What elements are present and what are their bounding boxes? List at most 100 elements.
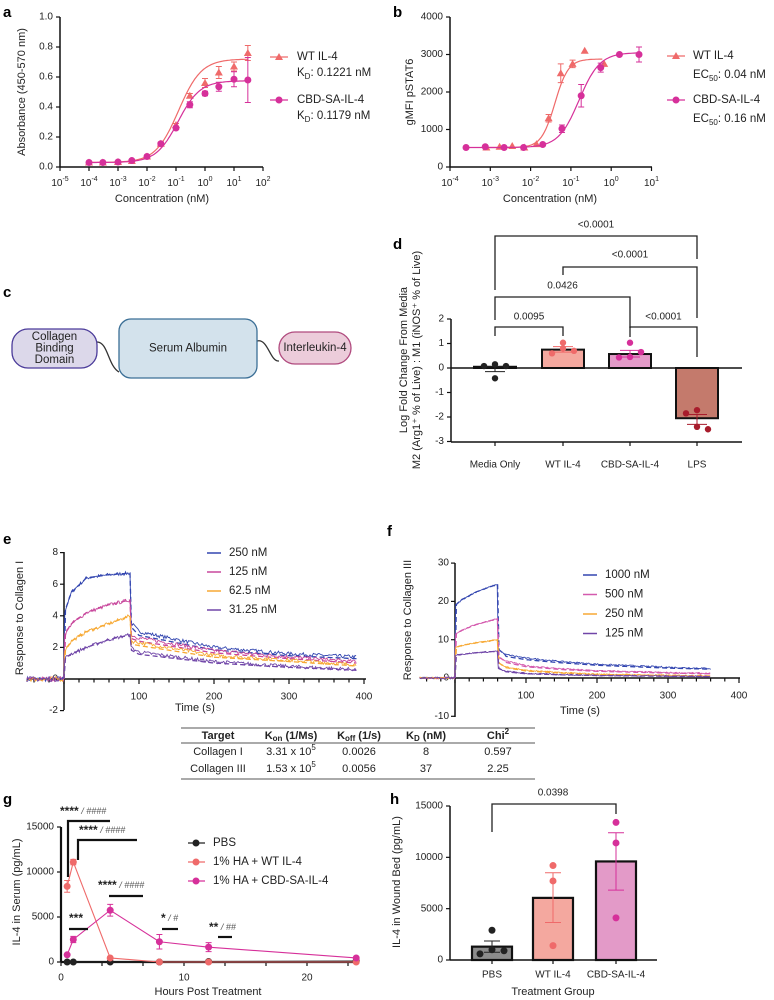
stat-sub: D xyxy=(305,115,311,124)
stat-sub: 50 xyxy=(709,74,718,83)
p-value: 0.0095 xyxy=(514,312,545,323)
x-tick-label: 100 xyxy=(518,691,535,702)
legend-marker xyxy=(672,52,680,59)
tick-exponent: 2 xyxy=(267,176,271,183)
x-tick-label: 300 xyxy=(281,692,298,703)
data-point xyxy=(476,950,484,958)
data-point xyxy=(230,75,238,83)
category-label: Media Only xyxy=(470,460,521,471)
domain-box-1 xyxy=(118,318,258,379)
y-tick-label: 0.4 xyxy=(39,102,53,113)
x-tick-label: 101 xyxy=(644,176,659,189)
y-axis-title: Response to Collagen III xyxy=(402,560,414,680)
p-value: 0.0426 xyxy=(547,281,578,292)
tick-exponent: -4 xyxy=(91,176,97,183)
tick-base: 10 xyxy=(167,178,179,189)
cell-kon: 3.31 x 105 xyxy=(266,743,316,758)
y-tick-label: 1 xyxy=(438,338,444,349)
header-sub: D xyxy=(414,734,420,743)
y-tick-label: 0 xyxy=(437,162,443,173)
tick-base: 10 xyxy=(51,178,63,189)
header-rest: (nM) xyxy=(420,730,447,742)
fit-curve-0 xyxy=(486,58,603,149)
y-tick-label: -2 xyxy=(49,705,58,716)
data-point xyxy=(185,91,194,99)
fit-curve-1 xyxy=(466,52,639,149)
y-tick-label: 5000 xyxy=(421,903,444,914)
data-point xyxy=(612,914,620,922)
p-value: <0.0001 xyxy=(612,250,649,261)
y-tick-label: 2 xyxy=(52,642,58,653)
data-point xyxy=(69,958,77,966)
stars: **** xyxy=(79,823,98,837)
significance-label: *** xyxy=(69,911,83,925)
significance-bracket xyxy=(66,819,110,877)
data-point xyxy=(85,159,93,166)
legend-stat: KD: 0.1221 nM xyxy=(297,67,371,81)
category-label: CBD-SA-IL-4 xyxy=(587,970,646,981)
y-tick-label: 5000 xyxy=(32,912,55,923)
hashes: / # xyxy=(166,913,180,923)
series-line-1 xyxy=(66,860,357,963)
data-point xyxy=(157,140,165,148)
significance-label: * / # xyxy=(161,911,179,925)
cell-koff: 0.0056 xyxy=(342,763,376,775)
legend-marker xyxy=(192,858,200,866)
tick-base: 10 xyxy=(197,178,209,189)
x-tick-label: 0 xyxy=(58,973,64,984)
domain-label: Serum Albumin xyxy=(149,343,227,355)
hashes: / #### xyxy=(79,806,108,816)
data-point xyxy=(549,862,557,870)
y-tick-label: 30 xyxy=(438,558,450,569)
stat-label: K xyxy=(297,67,305,79)
data-point xyxy=(106,906,114,914)
category-label: WT IL-4 xyxy=(535,970,571,981)
tick-base: 10 xyxy=(562,178,574,189)
data-point xyxy=(612,839,620,847)
x-tick-label: 102 xyxy=(255,176,270,189)
x-tick-label: 100 xyxy=(604,176,619,189)
domain-label: Collagen xyxy=(32,331,77,343)
data-point xyxy=(201,90,209,97)
legend-label: 125 nM xyxy=(229,566,267,578)
category-label: WT IL-4 xyxy=(545,460,581,471)
error-bar xyxy=(485,366,505,373)
x-tick-label: 101 xyxy=(226,176,241,189)
data-point xyxy=(128,157,136,165)
data-point xyxy=(106,954,114,962)
fit-curve-0 xyxy=(89,58,249,164)
panel-label-a: a xyxy=(3,4,12,21)
legend-label: 31.25 nM xyxy=(229,604,277,616)
data-point xyxy=(539,141,547,148)
data-point xyxy=(570,347,578,355)
tick-base: 10 xyxy=(255,178,267,189)
category-label: PBS xyxy=(482,970,502,981)
data-point xyxy=(544,114,553,122)
x-axis-title: Time (s) xyxy=(175,702,215,714)
data-point xyxy=(520,144,528,151)
error-bar xyxy=(687,414,707,425)
data-point xyxy=(481,143,489,151)
header-rest: (1/s) xyxy=(355,730,381,742)
y-tick-label: 1000 xyxy=(421,124,444,135)
data-point xyxy=(243,49,252,56)
tick-base: 10 xyxy=(441,178,453,189)
linker xyxy=(96,341,120,373)
tick-base: 10 xyxy=(109,178,121,189)
data-point xyxy=(635,51,643,58)
tick-exponent: -3 xyxy=(120,176,126,183)
x-tick-label: 100 xyxy=(131,692,148,703)
data-point xyxy=(488,926,496,934)
panel-label-g: g xyxy=(3,791,12,808)
legend-label: CBD-SA-IL-4 xyxy=(693,94,761,106)
data-point xyxy=(462,144,470,151)
data-point xyxy=(99,159,107,166)
y-tick-label: 6 xyxy=(52,579,58,590)
legend-stat: KD: 0.1179 nM xyxy=(297,110,370,124)
domain-label: Binding xyxy=(35,343,73,355)
x-tick-label: 10-4 xyxy=(80,176,97,189)
tick-exponent: -2 xyxy=(149,176,155,183)
legend-label: WT IL-4 xyxy=(297,51,338,63)
sensorgram-trace-2 xyxy=(26,614,357,683)
stars: * xyxy=(161,911,166,925)
